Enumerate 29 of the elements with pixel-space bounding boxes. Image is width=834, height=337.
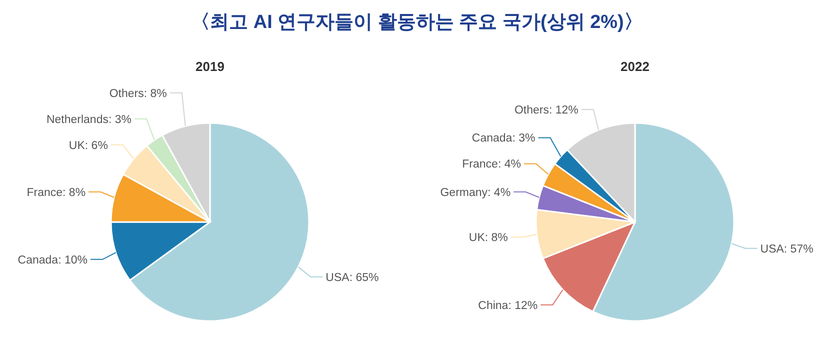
chart-title: 2022 [620, 59, 650, 74]
value: : 8% [144, 88, 167, 100]
value: : 4% [488, 186, 511, 199]
category: USA [326, 272, 350, 284]
text: 〈최고 AI 연구자들이 활동하는 주요 국가(상위 2%)〉 [191, 12, 643, 33]
value: : 12% [508, 300, 538, 312]
category: USA [760, 243, 784, 256]
category: Canada [472, 132, 512, 145]
category: France [26, 186, 63, 199]
category: Germany [440, 186, 488, 199]
value: : 3% [512, 132, 536, 145]
category: France [462, 158, 498, 171]
category: Netherlands [46, 114, 108, 126]
category: Canada [18, 254, 58, 266]
category: China [478, 300, 508, 312]
value: : 65% [349, 272, 379, 284]
value: : 4% [498, 158, 521, 171]
category: Others [109, 88, 144, 100]
value: : 12% [548, 104, 578, 116]
chart-title: 2019 [196, 59, 224, 74]
value: : 10% [58, 254, 88, 266]
value: : 3% [108, 114, 132, 126]
value: : 8% [484, 232, 508, 244]
category: Others [514, 104, 549, 116]
value: : 6% [84, 140, 108, 152]
value: : 8% [62, 186, 86, 199]
value: : 57% [784, 243, 814, 256]
category: UK [468, 232, 485, 244]
category: UK [68, 140, 85, 152]
